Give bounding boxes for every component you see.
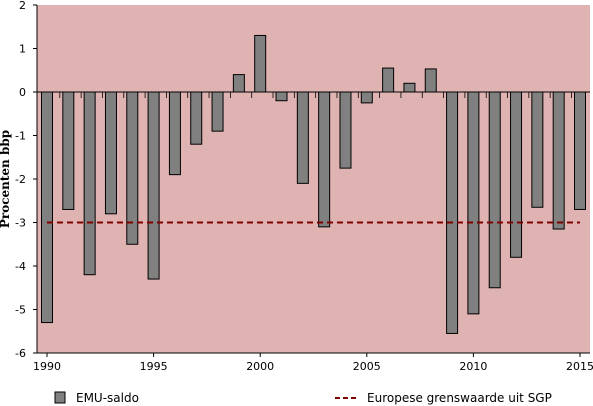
- bar-2000: [254, 34, 267, 93]
- legend-label-emu-saldo: EMU-saldo: [76, 391, 139, 405]
- bar-2006: [382, 67, 395, 93]
- bar-1990: [41, 91, 53, 324]
- y-tick-label: -2: [15, 173, 26, 186]
- bar-2004: [339, 91, 352, 169]
- x-tick-label: 2010: [459, 360, 487, 373]
- y-tick-label: 2: [19, 0, 26, 12]
- bar-2001: [275, 91, 288, 102]
- y-tick-label: -6: [15, 347, 26, 360]
- y-axis-label: Procenten bbp: [0, 130, 12, 228]
- x-tick-label: 2005: [353, 360, 381, 373]
- y-tick-label: -3: [15, 217, 26, 230]
- bar-1992: [83, 91, 96, 276]
- bar-2007: [403, 82, 416, 93]
- bar-1995: [147, 91, 160, 280]
- bar-2013: [531, 91, 544, 208]
- bar-1997: [190, 91, 203, 145]
- bar-2003: [318, 91, 331, 228]
- bar-1993: [104, 91, 117, 215]
- bar-2012: [510, 91, 523, 258]
- bar-2011: [488, 91, 501, 289]
- y-tick-label: -4: [15, 260, 26, 273]
- x-tick-label: 2000: [246, 360, 274, 373]
- bar-1994: [126, 91, 139, 245]
- bar-2005: [360, 91, 373, 104]
- y-tick-label: -1: [15, 130, 26, 143]
- plot-area: [37, 5, 590, 353]
- bar-2014: [552, 91, 565, 230]
- bar-1999: [232, 74, 245, 93]
- x-tick-label: 2015: [566, 360, 593, 373]
- x-tick-label: 1990: [33, 360, 61, 373]
- legend-label-grenswaarde: Europese grenswaarde uit SGP: [367, 391, 552, 405]
- bar-1996: [168, 91, 181, 176]
- bar-2010: [467, 91, 480, 315]
- legend: EMU-saldo Europese grenswaarde uit SGP: [54, 391, 552, 405]
- y-tick-label: -5: [15, 304, 26, 317]
- bar-2009: [446, 91, 459, 334]
- legend-swatch-emu-saldo: [54, 391, 66, 404]
- bar-2002: [296, 91, 309, 184]
- bar-2015: [574, 91, 586, 210]
- bar-2008: [424, 68, 437, 93]
- y-tick-label: 1: [19, 43, 26, 56]
- bar-1998: [211, 91, 224, 132]
- bar-1991: [62, 91, 75, 210]
- y-tick-label: 0: [19, 86, 26, 99]
- x-tick-label: 1995: [140, 360, 168, 373]
